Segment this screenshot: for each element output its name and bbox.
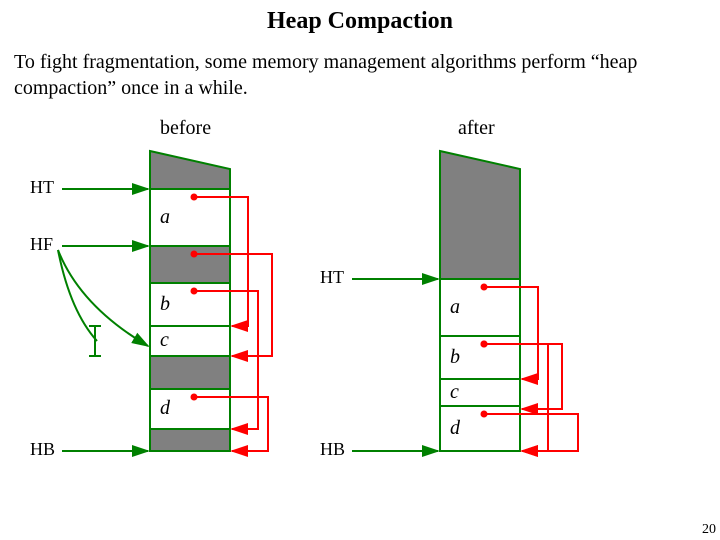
diagram: beforeabcdHTHFHBafterabcdHTHB [0, 111, 720, 491]
page-title: Heap Compaction [0, 0, 720, 35]
page-number: 20 [702, 522, 716, 538]
description: To fight fragmentation, some memory mana… [0, 35, 720, 101]
diagram-svg [0, 111, 720, 491]
